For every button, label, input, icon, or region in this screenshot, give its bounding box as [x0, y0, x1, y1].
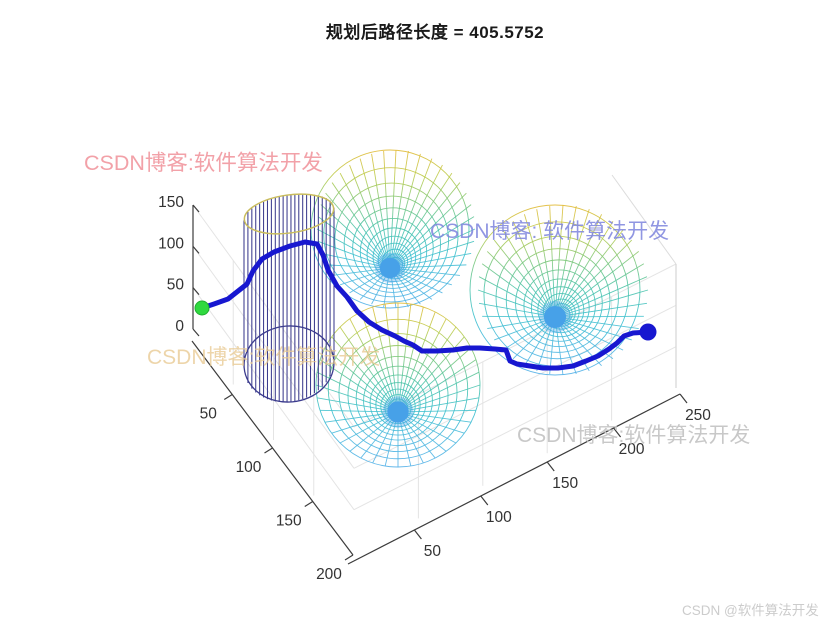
cylinder-bottom-rim	[243, 325, 335, 403]
axis-y-tick-label: 200	[619, 441, 645, 458]
axis-y: 50 100 150 200 250	[347, 393, 711, 565]
axis-y-tick-label: 250	[685, 407, 711, 424]
cylinder-top-rim	[243, 193, 335, 235]
axis-z-tick-label: 100	[158, 235, 184, 252]
planned-path	[194, 239, 657, 371]
axis-x-tick-label: 150	[276, 513, 302, 530]
obstacle-cylinder	[243, 193, 335, 403]
axis-z: 0 50 100 150	[158, 194, 200, 337]
axis-x-tick-label: 200	[316, 566, 342, 583]
axis-y-tick-label: 50	[424, 543, 442, 560]
axis-z-tick-label: 150	[158, 194, 184, 211]
axis-y-tick-label: 100	[486, 509, 512, 526]
axis-x: 50 100 150 200	[191, 340, 354, 583]
axes: 0 50 100 150 50 100 150 200 50 100 150 200 250	[158, 194, 711, 583]
start-marker	[194, 300, 210, 316]
end-marker	[639, 323, 657, 341]
axis-y-tick-label: 150	[552, 475, 578, 492]
path-line	[199, 239, 651, 371]
grid-walls	[192, 174, 677, 519]
obstacle-sphere-3	[315, 302, 481, 468]
axis-x-tick-label: 100	[236, 459, 262, 476]
axis-x-tick-label: 50	[200, 406, 218, 423]
page-title: 规划后路径长度 = 405.5752	[325, 23, 545, 42]
obstacle-sphere-1	[310, 149, 476, 309]
axis-z-tick-label: 50	[167, 277, 185, 294]
axis-z-tick-label: 0	[175, 318, 184, 335]
